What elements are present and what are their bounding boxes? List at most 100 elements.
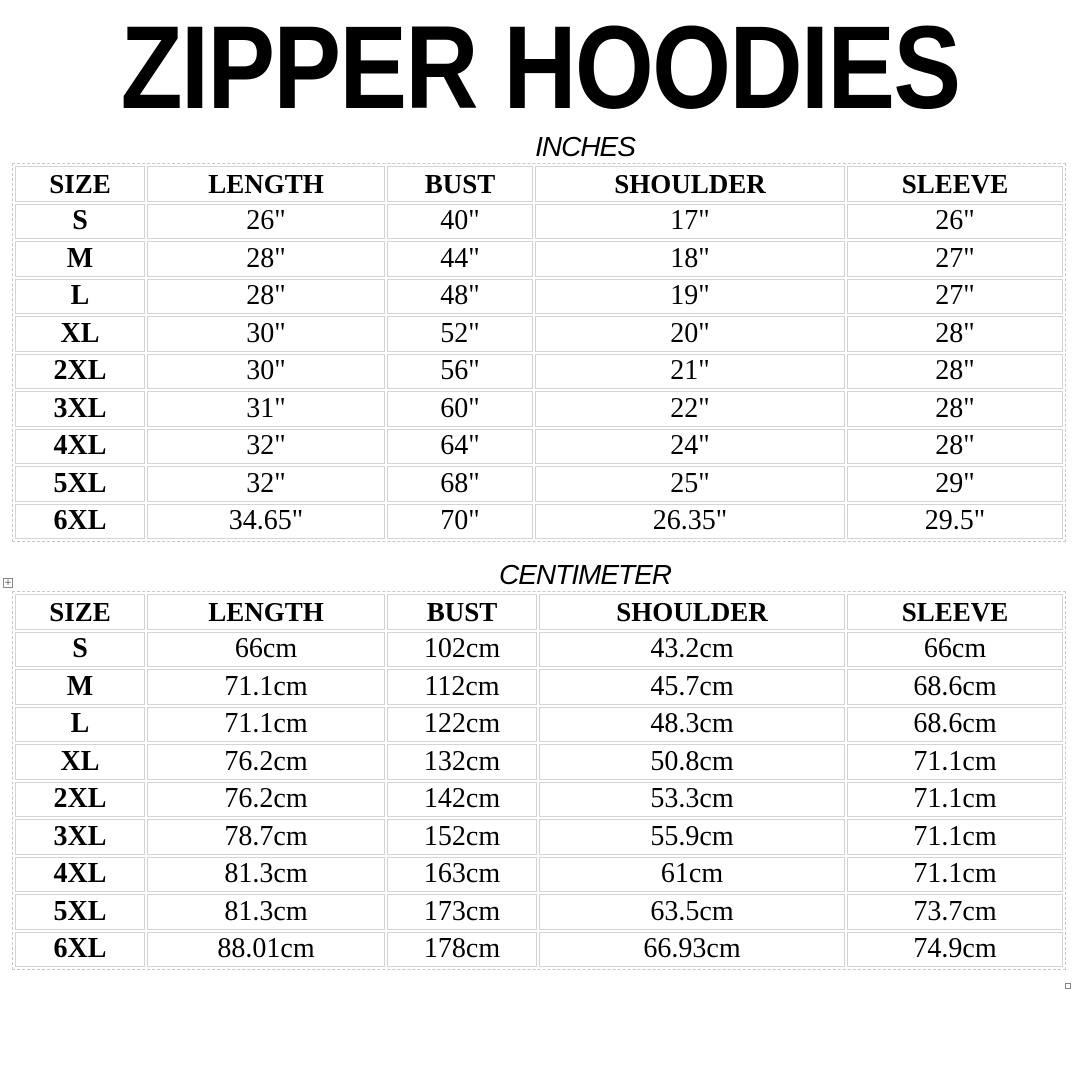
table-row: M 71.1cm 112cm 45.7cm 68.6cm [15,669,1063,705]
page-title: ZIPPER HOODIES [120,2,961,134]
value-cell: 61cm [539,856,845,892]
inches-table-container: SIZE LENGTH BUST SHOULDER SLEEVE S 26" 40" 17" 26… [12,163,1066,542]
value-cell: 74.9cm [847,931,1063,967]
value-cell: 32" [147,466,385,502]
table-row: XL 30" 52" 20" 28" [15,316,1063,352]
value-cell: 21" [535,353,845,389]
size-cell: 6XL [15,931,145,967]
header-cell: SHOULDER [535,166,845,202]
value-cell: 88.01cm [147,931,385,967]
value-cell: 132cm [387,744,537,780]
header-cell: SIZE [15,166,145,202]
value-cell: 52" [387,316,533,352]
value-cell: 48.3cm [539,706,845,742]
cm-table: SIZE LENGTH BUST SHOULDER SLEEVE S 66cm 102cm 43… [13,592,1065,969]
header-cell: SHOULDER [539,594,845,630]
value-cell: 76.2cm [147,781,385,817]
table-row: M 28" 44" 18" 27" [15,241,1063,277]
table-row: L 71.1cm 122cm 48.3cm 68.6cm [15,706,1063,742]
size-cell: XL [15,316,145,352]
value-cell: 26.35" [535,503,845,539]
size-cell: M [15,241,145,277]
value-cell: 71.1cm [847,744,1063,780]
value-cell: 71.1cm [147,706,385,742]
value-cell: 19" [535,278,845,314]
value-cell: 27" [847,278,1063,314]
table-row: 4XL 81.3cm 163cm 61cm 71.1cm [15,856,1063,892]
value-cell: 40" [387,203,533,239]
size-cell: M [15,669,145,705]
value-cell: 30" [147,316,385,352]
inches-label: INCHES [535,131,636,162]
value-cell: 152cm [387,819,537,855]
table-row: XL 76.2cm 132cm 50.8cm 71.1cm [15,744,1063,780]
size-cell: XL [15,744,145,780]
value-cell: 48" [387,278,533,314]
value-cell: 30" [147,353,385,389]
value-cell: 22" [535,391,845,427]
header-row: SIZE LENGTH BUST SHOULDER SLEEVE [15,166,1063,202]
value-cell: 28" [847,428,1063,464]
size-cell: 3XL [15,391,145,427]
table-row: 6XL 88.01cm 178cm 66.93cm 74.9cm [15,931,1063,967]
table-row: L 28" 48" 19" 27" [15,278,1063,314]
size-cell: L [15,278,145,314]
value-cell: 50.8cm [539,744,845,780]
value-cell: 25" [535,466,845,502]
value-cell: 81.3cm [147,856,385,892]
value-cell: 28" [847,316,1063,352]
resize-handle-icon[interactable] [1065,983,1071,989]
value-cell: 53.3cm [539,781,845,817]
value-cell: 78.7cm [147,819,385,855]
size-cell: 3XL [15,819,145,855]
table-row: S 66cm 102cm 43.2cm 66cm [15,631,1063,667]
value-cell: 81.3cm [147,894,385,930]
table-row: 3XL 78.7cm 152cm 55.9cm 71.1cm [15,819,1063,855]
header-cell: BUST [387,594,537,630]
value-cell: 71.1cm [847,856,1063,892]
size-cell: 6XL [15,503,145,539]
expand-icon[interactable]: + [3,578,13,588]
table-row: 5XL 32" 68" 25" 29" [15,466,1063,502]
value-cell: 56" [387,353,533,389]
size-cell: 4XL [15,856,145,892]
size-cell: 5XL [15,466,145,502]
table-row: 2XL 76.2cm 142cm 53.3cm 71.1cm [15,781,1063,817]
value-cell: 26" [147,203,385,239]
value-cell: 44" [387,241,533,277]
size-cell: S [15,631,145,667]
value-cell: 28" [147,241,385,277]
size-cell: 5XL [15,894,145,930]
header-cell: LENGTH [147,166,385,202]
value-cell: 29.5" [847,503,1063,539]
value-cell: 29" [847,466,1063,502]
value-cell: 28" [847,353,1063,389]
header-row: SIZE LENGTH BUST SHOULDER SLEEVE [15,594,1063,630]
value-cell: 64" [387,428,533,464]
value-cell: 66cm [847,631,1063,667]
value-cell: 60" [387,391,533,427]
table-row: S 26" 40" 17" 26" [15,203,1063,239]
header-cell: BUST [387,166,533,202]
header-cell: SLEEVE [847,166,1063,202]
value-cell: 142cm [387,781,537,817]
value-cell: 173cm [387,894,537,930]
inches-table: SIZE LENGTH BUST SHOULDER SLEEVE S 26" 40" 17" 26… [13,164,1065,541]
size-cell: 2XL [15,353,145,389]
cm-table-container: SIZE LENGTH BUST SHOULDER SLEEVE S 66cm 102cm 43… [12,591,1066,970]
value-cell: 34.65" [147,503,385,539]
value-cell: 18" [535,241,845,277]
value-cell: 112cm [387,669,537,705]
value-cell: 28" [847,391,1063,427]
centimeter-label: CENTIMETER [499,559,672,590]
header-cell: LENGTH [147,594,385,630]
value-cell: 68.6cm [847,706,1063,742]
table-row: 2XL 30" 56" 21" 28" [15,353,1063,389]
value-cell: 66.93cm [539,931,845,967]
value-cell: 31" [147,391,385,427]
size-cell: S [15,203,145,239]
value-cell: 73.7cm [847,894,1063,930]
value-cell: 66cm [147,631,385,667]
value-cell: 76.2cm [147,744,385,780]
value-cell: 55.9cm [539,819,845,855]
